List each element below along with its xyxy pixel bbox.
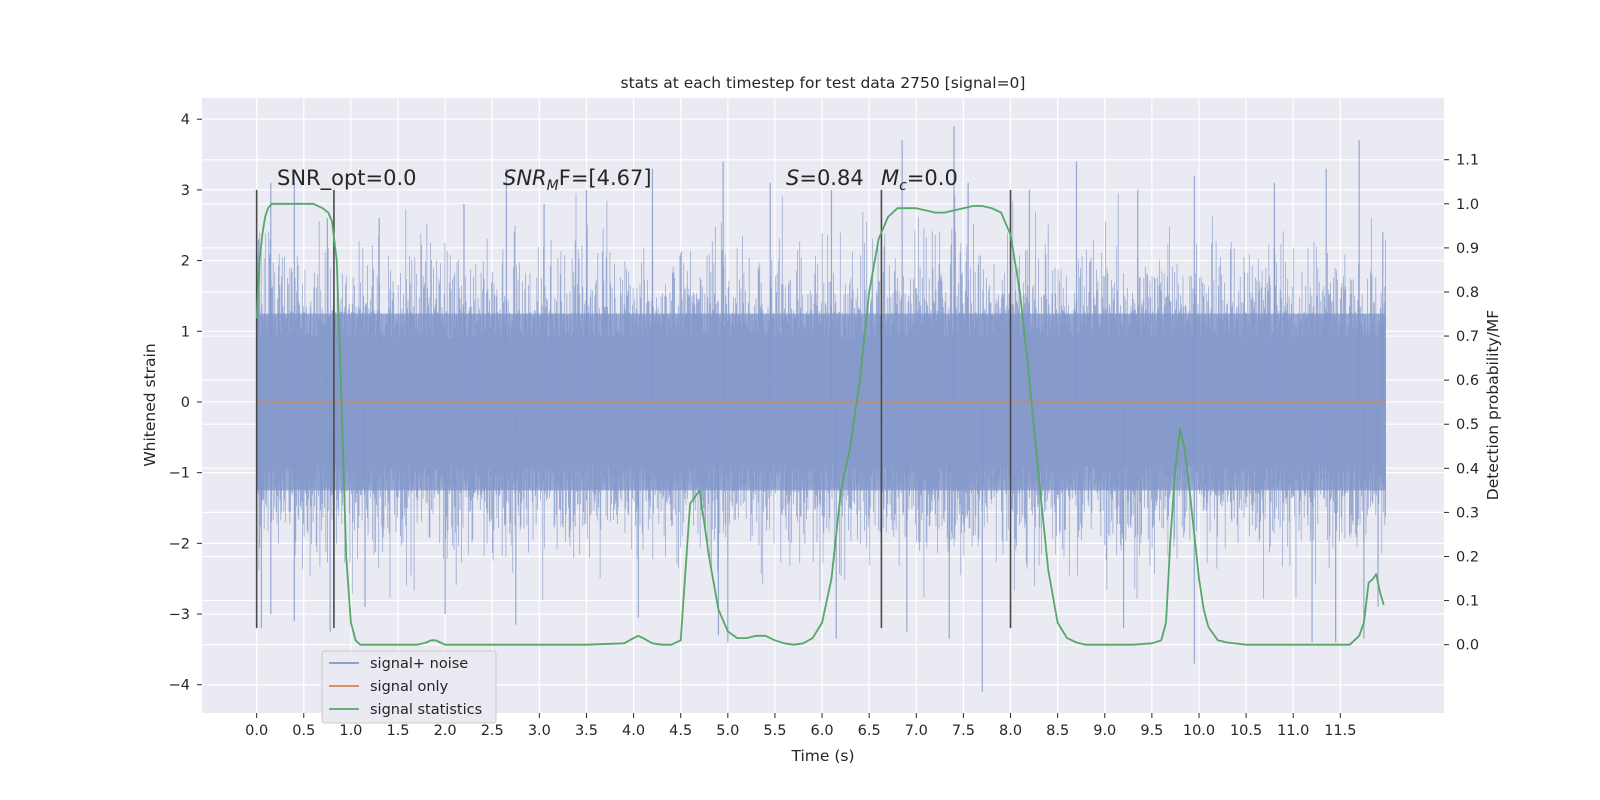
annotation-snr-mf-sub: M [547, 178, 559, 194]
annotation-snr-mf-main: SNR [503, 166, 547, 190]
y-tick-label: 3 [181, 183, 190, 199]
x-tick-label: 0.5 [292, 723, 315, 739]
y-tick-label: −1 [169, 466, 190, 482]
y2-axis-label: Detection probability/MF [1484, 310, 1502, 501]
legend: signal+ noise signal only signal statist… [321, 650, 497, 724]
legend-box [321, 650, 497, 724]
annotation-snr-opt: SNR_opt=0.0 [277, 166, 417, 191]
annotation-mc-sub: c [899, 178, 907, 194]
vertical-markers [255, 189, 1012, 629]
annotation-s-tail: =0.84 [799, 166, 863, 190]
x-tick-label: 4.5 [669, 723, 692, 739]
y2-tick-label: 0.3 [1456, 505, 1479, 521]
x-tick-label: 7.0 [905, 723, 928, 739]
y-tick-label: −2 [169, 536, 190, 552]
y2-tick-label: 0.0 [1456, 638, 1479, 654]
x-tick-label: 0.0 [245, 723, 268, 739]
x-tick-label: 2.5 [481, 723, 504, 739]
y-axis-label: Whitened strain [141, 343, 159, 466]
x-tick-label: 1.5 [386, 723, 409, 739]
annotation-mc-tail: =0.0 [907, 166, 958, 190]
legend-label-noise: signal+ noise [370, 656, 468, 672]
legend-label-signal: signal only [370, 679, 449, 695]
annotation-s-main: S [786, 166, 799, 190]
x-tick-label: 3.5 [575, 723, 598, 739]
x-tick-label: 5.0 [716, 723, 739, 739]
y-tick-label: 4 [181, 112, 190, 128]
x-tick-label: 10.0 [1183, 723, 1215, 739]
legend-label-stats: signal statistics [370, 702, 482, 718]
annotation-snr-mf: SNRMF=[4.67] [503, 166, 652, 194]
x-axis-label: Time (s) [790, 747, 854, 765]
chart-title: stats at each timestep for test data 275… [621, 74, 1026, 92]
x-tick-label: 11.0 [1277, 723, 1309, 739]
annotation-s: S=0.84 [786, 166, 864, 190]
x-tick-label: 8.0 [999, 723, 1022, 739]
y-tick-label: 2 [181, 254, 190, 270]
x-tick-label: 8.5 [1046, 723, 1069, 739]
y2-axis-ticks: 0.0 0.1 0.2 0.3 0.4 0.5 0.6 0.7 0.8 0.9 1.0 1.1 [1444, 153, 1479, 654]
y2-tick-label: 0.6 [1456, 373, 1479, 389]
x-tick-label: 9.0 [1093, 723, 1116, 739]
x-tick-label: 1.0 [339, 723, 362, 739]
annotation-snr-mf-tail: F=[4.67] [559, 166, 652, 190]
x-tick-label: 10.5 [1230, 723, 1262, 739]
x-tick-label: 7.5 [952, 723, 975, 739]
x-tick-label: 6.0 [811, 723, 834, 739]
x-axis-ticks: 0.0 0.5 1.0 1.5 2.0 2.5 3.0 3.5 4.0 4.5 5.0 5.5 6.0 6… [245, 713, 1356, 739]
x-tick-label: 4.0 [622, 723, 645, 739]
signal-statistics-line [255, 202, 1385, 646]
y-tick-label: −4 [169, 678, 190, 694]
annotation-mc-main: M [881, 166, 899, 190]
y2-tick-label: 1.1 [1456, 153, 1479, 169]
x-tick-label: 11.5 [1324, 723, 1356, 739]
y2-tick-label: 0.9 [1456, 241, 1479, 257]
y-tick-label: −3 [169, 607, 190, 623]
x-tick-label: 5.5 [763, 723, 786, 739]
y2-tick-label: 0.7 [1456, 329, 1479, 345]
y-tick-label: 1 [181, 324, 190, 340]
x-tick-label: 6.5 [858, 723, 881, 739]
y2-tick-label: 1.0 [1456, 197, 1479, 213]
x-tick-label: 3.0 [528, 723, 551, 739]
y2-tick-label: 0.2 [1456, 549, 1479, 565]
x-tick-label: 2.0 [434, 723, 457, 739]
y2-tick-label: 0.1 [1456, 594, 1479, 610]
y2-tick-label: 0.8 [1456, 285, 1479, 301]
y-axis-ticks: −4 −3 −2 −1 0 1 2 3 4 [169, 112, 202, 694]
y2-tick-label: 0.4 [1456, 461, 1479, 477]
y-tick-label: 0 [181, 395, 190, 411]
y2-tick-label: 0.5 [1456, 417, 1479, 433]
annotation-mc: Mc=0.0 [881, 166, 958, 194]
x-tick-label: 9.5 [1140, 723, 1163, 739]
